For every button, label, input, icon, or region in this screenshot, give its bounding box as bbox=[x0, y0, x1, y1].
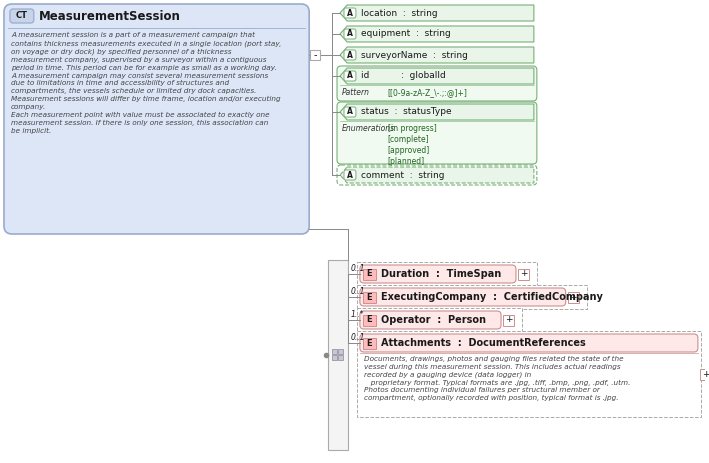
Text: Documents, drawings, photos and gauging files related the state of the
vessel du: Documents, drawings, photos and gauging … bbox=[364, 356, 630, 401]
Text: E: E bbox=[367, 293, 372, 301]
Bar bbox=[338, 355, 343, 360]
FancyBboxPatch shape bbox=[344, 107, 356, 117]
FancyBboxPatch shape bbox=[344, 8, 356, 18]
Text: status  :  statusType: status : statusType bbox=[361, 107, 452, 117]
Text: 0..1: 0..1 bbox=[351, 333, 365, 342]
Text: comment  :  string: comment : string bbox=[361, 170, 445, 180]
Bar bbox=[338, 349, 343, 354]
Text: -: - bbox=[313, 50, 317, 60]
Bar bbox=[363, 269, 376, 280]
FancyBboxPatch shape bbox=[344, 50, 356, 60]
Text: A: A bbox=[347, 170, 353, 180]
Text: A: A bbox=[347, 30, 353, 38]
Bar bbox=[332, 355, 337, 360]
Bar bbox=[357, 331, 701, 417]
Text: A: A bbox=[347, 8, 353, 18]
FancyBboxPatch shape bbox=[360, 311, 501, 329]
Polygon shape bbox=[340, 47, 534, 63]
Polygon shape bbox=[340, 5, 534, 21]
Bar bbox=[357, 285, 586, 309]
Text: +: + bbox=[520, 269, 527, 279]
Text: +: + bbox=[702, 370, 709, 379]
Bar bbox=[363, 338, 376, 349]
Bar bbox=[357, 262, 537, 286]
Text: [[0-9a-zA-Z_\-.;:@]+]: [[0-9a-zA-Z_\-.;:@]+] bbox=[388, 88, 468, 97]
FancyBboxPatch shape bbox=[337, 102, 537, 164]
Text: CT: CT bbox=[16, 12, 28, 20]
Text: 0..1: 0..1 bbox=[351, 287, 365, 296]
Bar bbox=[332, 349, 337, 354]
Text: Attachments  :  DocumentReferences: Attachments : DocumentReferences bbox=[381, 338, 586, 348]
Polygon shape bbox=[340, 68, 534, 84]
Text: 1..*: 1..* bbox=[351, 310, 364, 319]
Bar bbox=[363, 292, 376, 302]
Text: A: A bbox=[347, 71, 353, 81]
Text: A measurement session is a part of a measurement campaign that
contains thicknes: A measurement session is a part of a mea… bbox=[11, 32, 281, 134]
Text: E: E bbox=[367, 315, 372, 325]
Bar bbox=[700, 369, 709, 380]
Bar bbox=[357, 308, 522, 332]
Bar bbox=[503, 314, 514, 325]
Text: E: E bbox=[367, 269, 372, 279]
Bar bbox=[518, 269, 529, 280]
Text: +: + bbox=[505, 315, 513, 325]
Text: [in progress]
[complete]
[approved]
[planned]: [in progress] [complete] [approved] [pla… bbox=[388, 124, 437, 166]
Text: +: + bbox=[569, 293, 577, 301]
Text: Pattern: Pattern bbox=[342, 88, 370, 97]
FancyBboxPatch shape bbox=[4, 4, 309, 234]
Text: ExecutingCompany  :  CertifiedCompany: ExecutingCompany : CertifiedCompany bbox=[381, 292, 603, 302]
Text: E: E bbox=[367, 338, 372, 348]
FancyBboxPatch shape bbox=[360, 265, 516, 283]
Text: id           :  globalId: id : globalId bbox=[361, 71, 446, 81]
FancyBboxPatch shape bbox=[360, 288, 566, 306]
FancyBboxPatch shape bbox=[337, 165, 537, 185]
Text: 0..1: 0..1 bbox=[351, 264, 365, 273]
Text: Enumerations: Enumerations bbox=[342, 124, 395, 133]
FancyBboxPatch shape bbox=[344, 29, 356, 39]
FancyBboxPatch shape bbox=[360, 334, 698, 352]
Text: A: A bbox=[347, 107, 353, 117]
FancyBboxPatch shape bbox=[344, 170, 356, 180]
Polygon shape bbox=[340, 104, 534, 120]
Text: location  :  string: location : string bbox=[361, 8, 437, 18]
Text: Duration  :  TimeSpan: Duration : TimeSpan bbox=[381, 269, 501, 279]
Text: MeasurementSession: MeasurementSession bbox=[39, 10, 181, 23]
Text: Operator  :  Person: Operator : Person bbox=[381, 315, 486, 325]
Text: A: A bbox=[347, 50, 353, 60]
Text: equipment  :  string: equipment : string bbox=[361, 30, 451, 38]
FancyBboxPatch shape bbox=[344, 71, 356, 81]
Polygon shape bbox=[340, 167, 534, 183]
Text: surveyorName  :  string: surveyorName : string bbox=[361, 50, 468, 60]
Bar bbox=[310, 50, 320, 60]
Bar bbox=[568, 292, 579, 302]
Polygon shape bbox=[340, 26, 534, 42]
Bar bbox=[328, 260, 348, 450]
FancyBboxPatch shape bbox=[10, 9, 34, 23]
FancyBboxPatch shape bbox=[337, 66, 537, 101]
Bar bbox=[363, 314, 376, 325]
